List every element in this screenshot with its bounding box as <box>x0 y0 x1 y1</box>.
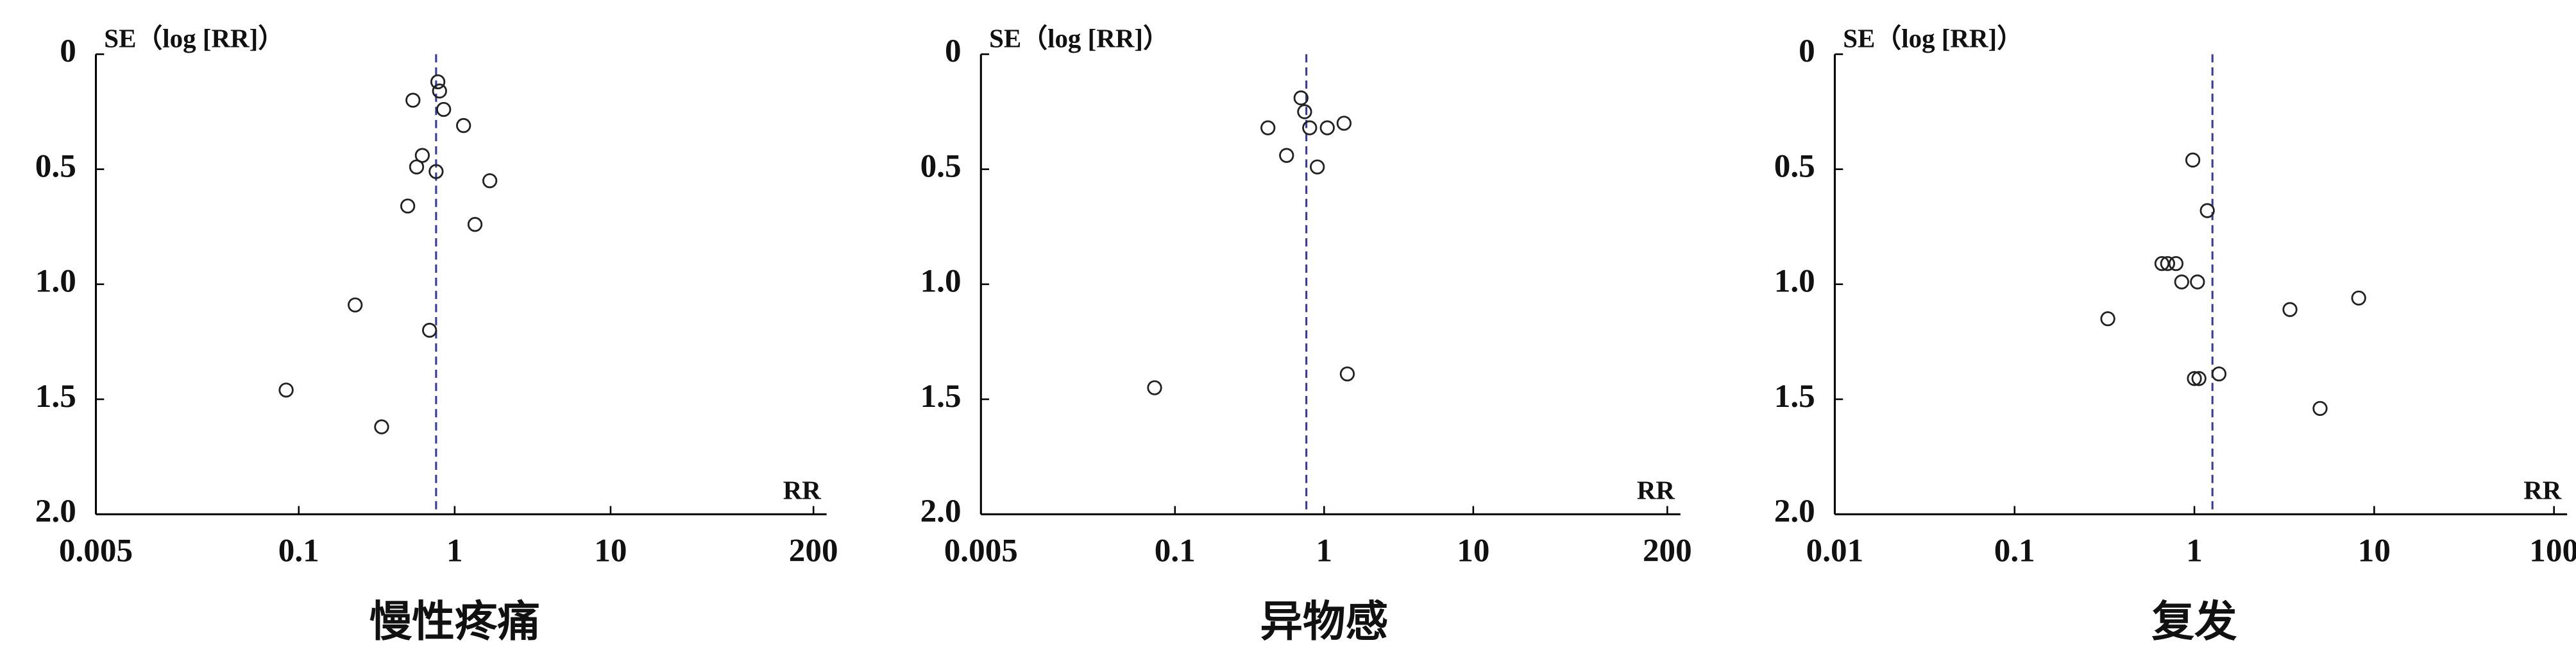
x-tick-label: 0.005 <box>944 532 1018 569</box>
point <box>400 198 416 214</box>
point <box>436 101 452 117</box>
chart-title: 异物感 <box>1260 596 1388 646</box>
point <box>1147 380 1162 395</box>
y-tick-label: 1.5 <box>920 378 962 415</box>
x-axis-label: RR <box>2523 476 2562 504</box>
y-tick-label: 2.0 <box>1774 493 1815 530</box>
y-tick-label: 2.0 <box>920 493 962 530</box>
point <box>1293 90 1309 106</box>
point <box>2191 371 2207 386</box>
point <box>2211 366 2227 382</box>
x-axis-label: RR <box>1637 476 1675 504</box>
point <box>2199 203 2215 218</box>
y-tick-label: 0 <box>60 33 76 69</box>
point <box>1319 120 1335 135</box>
point <box>430 74 446 90</box>
point <box>405 92 421 108</box>
x-tick-label: 1 <box>2186 532 2203 569</box>
point <box>1302 120 1318 135</box>
point <box>2190 274 2205 289</box>
point <box>2351 290 2366 306</box>
x-tick-label: 10 <box>2358 532 2391 569</box>
point <box>428 164 444 179</box>
point <box>2282 302 2298 317</box>
x-tick-label: 0.01 <box>1806 532 1864 569</box>
y-tick-label: 0.5 <box>920 148 962 184</box>
y-tick-label: 0 <box>1799 33 1815 69</box>
point <box>2168 255 2184 271</box>
x-tick-label: 100 <box>2529 532 2576 569</box>
chart-title: 复发 <box>2152 596 2238 646</box>
point <box>2160 255 2176 271</box>
point <box>2187 371 2202 386</box>
point <box>482 173 498 189</box>
x-tick-label: 0.1 <box>1994 532 2035 569</box>
x-tick-label: 10 <box>1457 532 1489 569</box>
point <box>2154 255 2170 271</box>
point <box>278 383 294 398</box>
point <box>2185 152 2201 168</box>
point <box>1279 148 1294 163</box>
x-tick-label: 0.1 <box>278 532 319 569</box>
point <box>348 297 363 313</box>
point <box>456 117 471 134</box>
x-tick-label: 1 <box>446 532 463 569</box>
y-tick-label: 1.5 <box>1774 378 1815 415</box>
y-axis-label: SE（log [RR]） <box>104 24 284 53</box>
point <box>1297 104 1312 119</box>
point <box>467 217 483 232</box>
y-tick-label: 0.5 <box>35 148 76 184</box>
x-tick-label: 0.005 <box>59 532 133 569</box>
x-tick-label: 1 <box>1316 532 1333 569</box>
y-axis-label: SE（log [RR]） <box>989 24 1169 53</box>
point <box>2174 274 2189 289</box>
point <box>1336 116 1352 131</box>
point <box>422 322 437 338</box>
y-axis-label: SE（log [RR]） <box>1843 24 2023 53</box>
x-tick-label: 200 <box>789 532 838 569</box>
x-tick-label: 10 <box>594 532 627 569</box>
x-axis-label: RR <box>783 476 822 504</box>
point <box>414 148 430 163</box>
y-tick-label: 2.0 <box>35 493 76 530</box>
point <box>2312 401 2328 417</box>
point <box>1339 366 1355 382</box>
y-tick-label: 1.5 <box>35 378 76 415</box>
point <box>432 83 447 99</box>
x-tick-label: 200 <box>1643 532 1692 569</box>
point <box>1260 120 1276 135</box>
y-tick-label: 1.0 <box>920 263 962 300</box>
point <box>409 159 425 175</box>
chart-title: 慢性疼痛 <box>369 596 540 646</box>
y-tick-label: 0 <box>945 33 962 69</box>
x-tick-label: 0.1 <box>1155 532 1196 569</box>
point <box>1310 159 1325 175</box>
y-tick-label: 1.0 <box>1774 263 1815 300</box>
y-tick-label: 1.0 <box>35 263 76 300</box>
y-tick-label: 0.5 <box>1774 148 1815 184</box>
point <box>374 419 389 435</box>
point <box>2100 311 2115 327</box>
